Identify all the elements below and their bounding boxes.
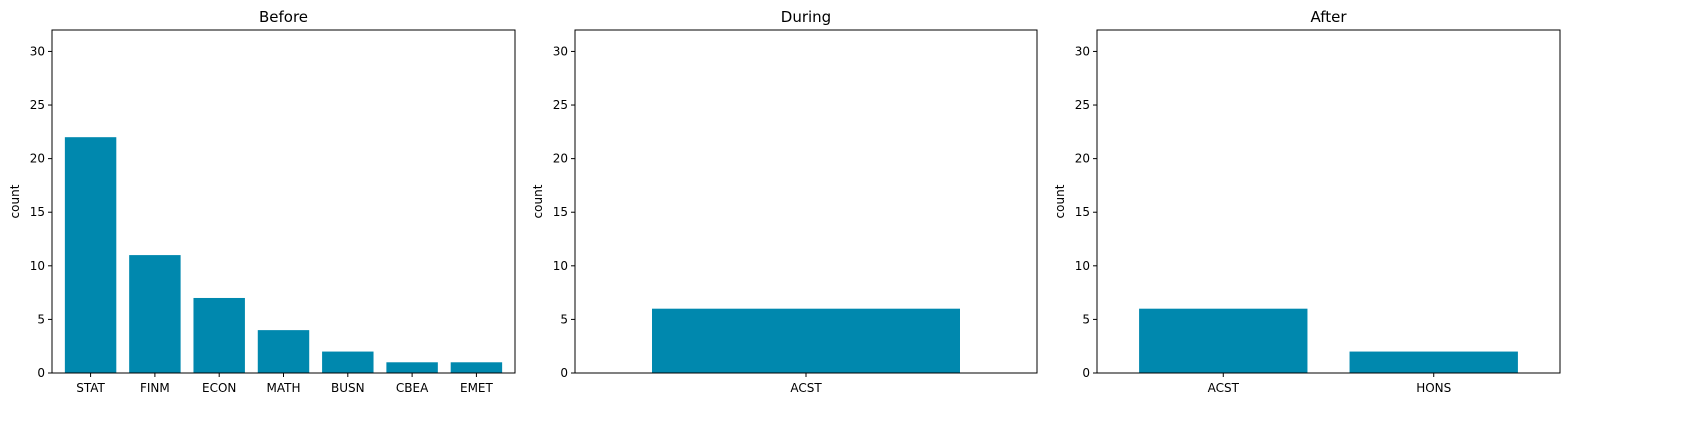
plot-frame (1096, 29, 1561, 374)
chart-title: After (1310, 8, 1347, 26)
x-tick-label: STAT (76, 381, 105, 395)
bar-econ (193, 297, 245, 373)
x-tick-label: CBEA (396, 381, 429, 395)
y-tick-label: 20 (30, 152, 45, 166)
y-tick-label: 15 (30, 205, 45, 219)
y-tick-label: 25 (30, 98, 45, 112)
y-tick-label: 5 (37, 312, 45, 326)
x-tick-label: BUSN (331, 381, 365, 395)
x-tick-label: ECON (202, 381, 236, 395)
x-tick-label: EMET (460, 381, 494, 395)
bar-math (257, 330, 310, 373)
y-tick-label: 0 (37, 366, 45, 380)
x-tick-label: ACST (1208, 381, 1240, 395)
y-tick-label: 15 (1075, 205, 1090, 219)
bar-finm (129, 255, 181, 373)
bar-acst (652, 308, 960, 373)
bar-hons (1349, 351, 1518, 373)
y-tick-label: 20 (553, 152, 568, 166)
y-tick-label: 25 (1075, 98, 1090, 112)
bar-stat (64, 137, 117, 373)
chart-panel-2: During ACST 0 5 10 15 20 25 30 count (531, 8, 1038, 395)
y-tick-label: 30 (553, 44, 568, 58)
chart-title: During (781, 8, 831, 26)
y-tick-label: 10 (553, 259, 568, 273)
bar-emet (450, 362, 503, 373)
y-tick-label: 15 (553, 205, 568, 219)
y-tick-label: 5 (560, 312, 568, 326)
x-tick-label: MATH (267, 381, 301, 395)
x-tick-label: FINM (140, 381, 170, 395)
y-tick-label: 30 (1075, 44, 1090, 58)
chart-title: Before (259, 8, 308, 26)
y-axis-label: count (8, 184, 22, 218)
bar-cbea (386, 362, 438, 373)
bar-busn (322, 351, 374, 373)
plot-frame (574, 29, 1038, 374)
x-tick-label: HONS (1416, 381, 1451, 395)
y-tick-label: 0 (560, 366, 568, 380)
plot-frame (51, 29, 516, 374)
x-tick-label: ACST (790, 381, 822, 395)
y-tick-label: 5 (1082, 312, 1090, 326)
y-axis-label: count (1053, 184, 1067, 218)
y-tick-label: 0 (1082, 366, 1090, 380)
y-axis-label: count (531, 184, 545, 218)
y-tick-label: 10 (30, 259, 45, 273)
chart-panel-3: After ACST HONS 0 5 10 15 20 25 30 count (1053, 8, 1561, 395)
y-tick-label: 20 (1075, 152, 1090, 166)
y-tick-label: 25 (553, 98, 568, 112)
chart-panel-1: Before STAT FINM ECON MATH BUSN CBEA EMET 0 5 10 15… (8, 8, 516, 395)
y-tick-label: 10 (1075, 259, 1090, 273)
bar-acst (1139, 308, 1308, 373)
y-tick-label: 30 (30, 44, 45, 58)
